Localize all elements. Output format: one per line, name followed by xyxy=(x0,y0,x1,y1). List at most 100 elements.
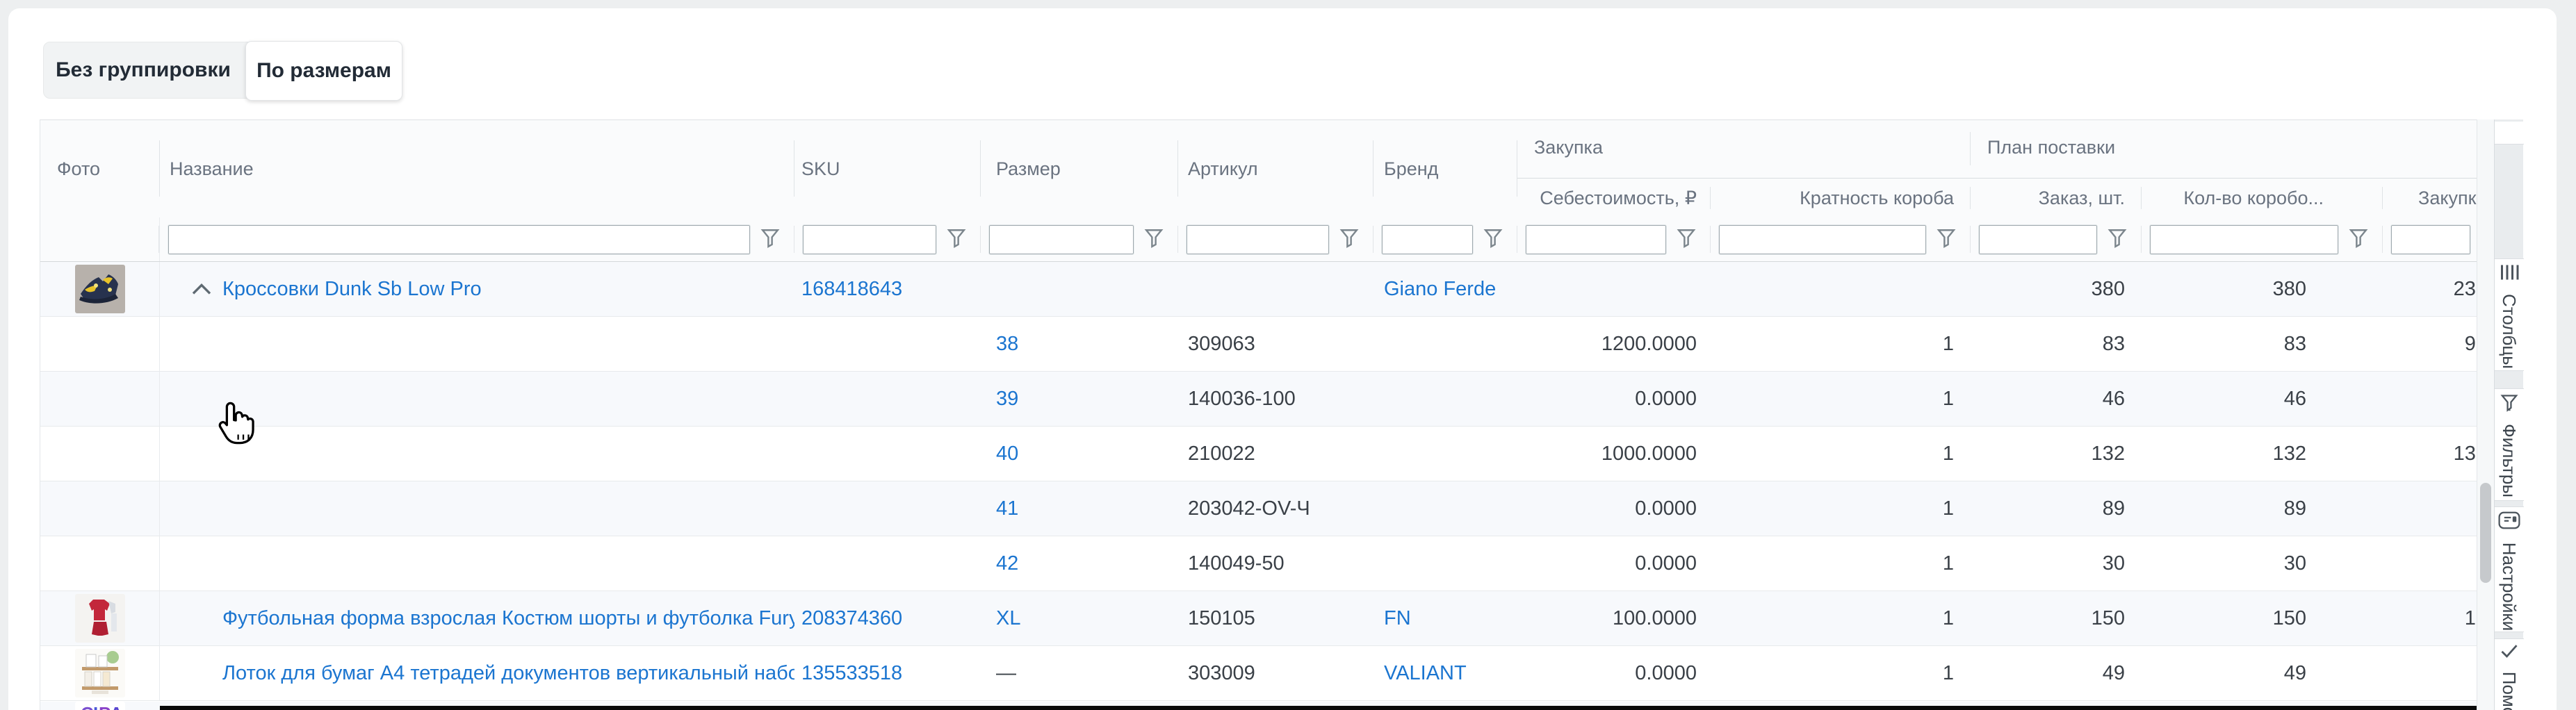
collapse-chevron-icon[interactable] xyxy=(190,281,213,297)
filter-funnel-icon[interactable] xyxy=(760,227,781,251)
product-photo-red-outfit xyxy=(74,594,125,643)
cell-name: Кроссовки Dunk Sb Low Pro xyxy=(160,262,794,316)
cell-article: 210022 xyxy=(1188,442,1255,465)
cell-boxes: 46 xyxy=(2283,387,2306,410)
filter-input-name[interactable] xyxy=(168,224,751,255)
vertical-scrollbar-track[interactable] xyxy=(2477,119,2494,710)
cell-photo xyxy=(40,646,160,700)
filter-input-purchase[interactable] xyxy=(2390,224,2471,255)
cell-name xyxy=(160,536,794,591)
cell-boxes: 83 xyxy=(2283,332,2306,355)
check-icon xyxy=(2500,643,2519,659)
filter-cell-size xyxy=(981,217,1178,261)
filter-cell-article xyxy=(1178,217,1373,261)
cell-order: 83 xyxy=(2102,332,2125,355)
filter-cell-order xyxy=(1971,217,2142,261)
filter-funnel-icon[interactable] xyxy=(1143,227,1164,251)
cell-boxes: 380 xyxy=(2272,277,2306,300)
cell-box-multiplicity: 1 xyxy=(1942,552,1954,575)
table-clip: Фото Название SKU Размер Артикул Бренд З… xyxy=(40,120,2477,710)
filter-input-order[interactable] xyxy=(1978,224,2098,255)
cell-size: 38 xyxy=(996,332,1019,355)
filter-cell-brand xyxy=(1373,217,1517,261)
cell-size: 40 xyxy=(996,442,1019,465)
column-header-size[interactable]: Размер xyxy=(981,120,1178,217)
vertical-scrollbar-thumb[interactable] xyxy=(2480,483,2491,583)
filter-funnel-icon[interactable] xyxy=(1483,227,1503,251)
table-header: Фото Название SKU Размер Артикул Бренд З… xyxy=(40,120,2477,262)
cell-size: XL xyxy=(996,606,1021,629)
products-table: Фото Название SKU Размер Артикул Бренд З… xyxy=(40,119,2494,710)
cell-purchase xyxy=(2383,481,2477,536)
cell-cost: 1200.0000 xyxy=(1601,332,1697,355)
cell-sku: 168418643 xyxy=(801,277,903,300)
filter-funnel-icon[interactable] xyxy=(946,227,967,251)
cell-size xyxy=(981,262,1178,316)
cell-purchase xyxy=(2383,646,2477,700)
table-row: 40 210022 1000.0000 1 132 132 132 xyxy=(40,427,2477,481)
column-header-photo[interactable]: Фото xyxy=(40,120,160,217)
cell-article: 140049-50 xyxy=(1188,552,1285,575)
no-grouping-button[interactable]: Без группировки xyxy=(56,58,231,81)
column-header-purchase[interactable]: Закупка xyxy=(2383,179,2477,217)
filter-input-brand[interactable] xyxy=(1381,224,1474,255)
cell-cost: 0.0000 xyxy=(1635,497,1697,520)
table-row: Кроссовки Dunk Sb Low Pro 168418643 Gian… xyxy=(40,262,2477,317)
cell-name xyxy=(160,481,794,536)
cell-purchase: 231 xyxy=(2453,277,2477,300)
cell-cost xyxy=(1517,262,1711,316)
column-header-cost[interactable]: Себестоимость, ₽ xyxy=(1517,179,1711,217)
sidebar-tab-settings[interactable]: Настройки xyxy=(2495,506,2524,632)
table-row: 42 140049-50 0.0000 1 30 30 xyxy=(40,536,2477,591)
filter-funnel-icon[interactable] xyxy=(2348,227,2369,251)
cell-sku xyxy=(794,317,981,371)
cell-box-multiplicity: 1 xyxy=(1942,442,1954,465)
cell-boxes: 30 xyxy=(2283,552,2306,575)
filter-input-mult[interactable] xyxy=(1718,224,1927,255)
sidebar-tab-columns[interactable]: Столбцы xyxy=(2495,258,2524,371)
cell-box-multiplicity: 1 xyxy=(1942,387,1954,410)
filter-input-article[interactable] xyxy=(1186,224,1330,255)
cell-photo xyxy=(40,591,160,645)
filter-funnel-icon[interactable] xyxy=(2107,227,2128,251)
filter-input-sku[interactable] xyxy=(802,224,937,255)
sidebar-tab-filter[interactable]: Фильтры xyxy=(2495,388,2524,501)
filter-funnel-icon[interactable] xyxy=(1936,227,1957,251)
cell-cost: 100.0000 xyxy=(1613,606,1697,629)
filter-cell-boxes xyxy=(2142,217,2383,261)
cell-photo xyxy=(40,372,160,426)
cell-photo xyxy=(40,481,160,536)
cell-purchase: 15 xyxy=(2464,606,2477,629)
by-sizes-button[interactable]: По размерам xyxy=(245,41,402,101)
cell-boxes: 150 xyxy=(2272,606,2306,629)
columns-icon xyxy=(2499,263,2520,281)
filter-funnel-icon[interactable] xyxy=(1339,227,1360,251)
column-header-brand[interactable]: Бренд xyxy=(1373,120,1517,217)
filter-cell-mult xyxy=(1711,217,1971,261)
filter-input-cost[interactable] xyxy=(1525,224,1667,255)
cell-order: 49 xyxy=(2102,661,2125,684)
column-header-sku[interactable]: SKU xyxy=(794,120,981,217)
cell-purchase: 99 xyxy=(2464,332,2477,355)
column-group-purchase: Закупка xyxy=(1517,120,1971,179)
filter-input-size[interactable] xyxy=(988,224,1134,255)
filter-input-boxes[interactable] xyxy=(2149,224,2339,255)
cell-purchase xyxy=(2383,372,2477,426)
column-header-box-multiplicity[interactable]: Кратность короба xyxy=(1711,179,1971,217)
cell-name: Футбольная форма взрослая Костюм шорты и… xyxy=(222,606,794,629)
cell-article: 303009 xyxy=(1188,661,1255,684)
column-header-order[interactable]: Заказ, шт. xyxy=(1971,179,2142,217)
table-row: Лоток для бумаг А4 тетрадей документов в… xyxy=(40,646,2477,701)
cell-order: 46 xyxy=(2102,387,2125,410)
cell-box-multiplicity xyxy=(1711,262,1971,316)
cell-brand: FN xyxy=(1384,606,1411,629)
column-header-article[interactable]: Артикул xyxy=(1178,120,1373,217)
table-row: 38 309063 1200.0000 1 83 83 99 xyxy=(40,317,2477,372)
sidebar-tab-check[interactable]: Помощь xyxy=(2495,638,2524,710)
cell-order: 380 xyxy=(2091,277,2125,300)
cell-cost: 0.0000 xyxy=(1635,387,1697,410)
filter-funnel-icon[interactable] xyxy=(1676,227,1697,251)
cell-boxes: 132 xyxy=(2272,442,2306,465)
column-header-name[interactable]: Название xyxy=(160,120,794,217)
column-header-boxes[interactable]: Кол-во коробо... xyxy=(2142,179,2383,217)
